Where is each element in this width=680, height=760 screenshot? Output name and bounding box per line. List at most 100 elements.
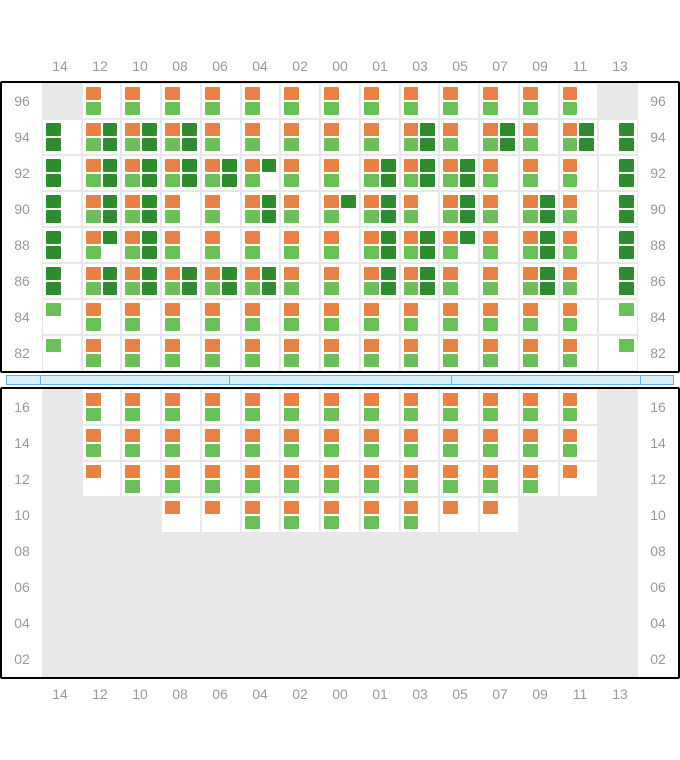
grid-cell[interactable] [241, 461, 281, 497]
grid-cell[interactable] [400, 119, 440, 155]
grid-cell[interactable] [161, 605, 201, 641]
grid-cell[interactable] [42, 605, 82, 641]
grid-cell[interactable] [241, 641, 281, 677]
grid-cell[interactable] [161, 299, 201, 335]
grid-cell[interactable] [320, 119, 360, 155]
grid-cell[interactable] [82, 641, 122, 677]
grid-cell[interactable] [320, 227, 360, 263]
grid-cell[interactable] [519, 155, 559, 191]
grid-cell[interactable] [280, 389, 320, 425]
grid-cell[interactable] [82, 425, 122, 461]
grid-cell[interactable] [598, 461, 638, 497]
grid-cell[interactable] [201, 569, 241, 605]
grid-cell[interactable] [42, 641, 82, 677]
grid-cell[interactable] [320, 155, 360, 191]
grid-cell[interactable] [241, 425, 281, 461]
grid-cell[interactable] [559, 569, 599, 605]
grid-cell[interactable] [241, 299, 281, 335]
grid-cell[interactable] [161, 461, 201, 497]
grid-cell[interactable] [82, 83, 122, 119]
grid-cell[interactable] [320, 605, 360, 641]
grid-cell[interactable] [121, 533, 161, 569]
grid-cell[interactable] [201, 605, 241, 641]
grid-cell[interactable] [519, 533, 559, 569]
grid-cell[interactable] [598, 263, 638, 299]
grid-cell[interactable] [161, 227, 201, 263]
grid-cell[interactable] [479, 641, 519, 677]
grid-cell[interactable] [82, 533, 122, 569]
grid-cell[interactable] [439, 299, 479, 335]
grid-cell[interactable] [559, 83, 599, 119]
grid-cell[interactable] [400, 389, 440, 425]
grid-cell[interactable] [42, 83, 82, 119]
grid-cell[interactable] [360, 461, 400, 497]
grid-cell[interactable] [519, 299, 559, 335]
grid-cell[interactable] [241, 533, 281, 569]
grid-cell[interactable] [360, 425, 400, 461]
grid-cell[interactable] [360, 191, 400, 227]
grid-cell[interactable] [598, 227, 638, 263]
grid-cell[interactable] [519, 119, 559, 155]
grid-cell[interactable] [400, 533, 440, 569]
grid-cell[interactable] [320, 461, 360, 497]
grid-cell[interactable] [201, 191, 241, 227]
grid-cell[interactable] [479, 533, 519, 569]
grid-cell[interactable] [598, 83, 638, 119]
grid-cell[interactable] [121, 155, 161, 191]
grid-cell[interactable] [519, 461, 559, 497]
grid-cell[interactable] [439, 119, 479, 155]
grid-cell[interactable] [519, 569, 559, 605]
grid-cell[interactable] [559, 641, 599, 677]
grid-cell[interactable] [519, 497, 559, 533]
grid-cell[interactable] [241, 83, 281, 119]
grid-cell[interactable] [161, 263, 201, 299]
grid-cell[interactable] [519, 641, 559, 677]
grid-cell[interactable] [400, 605, 440, 641]
grid-cell[interactable] [479, 227, 519, 263]
grid-cell[interactable] [598, 569, 638, 605]
grid-cell[interactable] [82, 335, 122, 371]
grid-cell[interactable] [559, 425, 599, 461]
grid-cell[interactable] [241, 497, 281, 533]
grid-cell[interactable] [280, 641, 320, 677]
grid-cell[interactable] [201, 389, 241, 425]
grid-cell[interactable] [121, 299, 161, 335]
grid-cell[interactable] [559, 533, 599, 569]
grid-cell[interactable] [121, 569, 161, 605]
grid-cell[interactable] [439, 497, 479, 533]
grid-cell[interactable] [320, 335, 360, 371]
grid-cell[interactable] [201, 299, 241, 335]
grid-cell[interactable] [400, 227, 440, 263]
grid-cell[interactable] [121, 335, 161, 371]
grid-cell[interactable] [598, 335, 638, 371]
grid-cell[interactable] [42, 155, 82, 191]
grid-cell[interactable] [479, 389, 519, 425]
grid-cell[interactable] [280, 119, 320, 155]
grid-cell[interactable] [280, 227, 320, 263]
grid-cell[interactable] [439, 389, 479, 425]
grid-cell[interactable] [161, 119, 201, 155]
grid-cell[interactable] [241, 263, 281, 299]
grid-cell[interactable] [280, 461, 320, 497]
grid-cell[interactable] [360, 497, 400, 533]
grid-cell[interactable] [280, 425, 320, 461]
grid-cell[interactable] [400, 299, 440, 335]
grid-cell[interactable] [121, 227, 161, 263]
grid-cell[interactable] [280, 299, 320, 335]
grid-cell[interactable] [360, 533, 400, 569]
grid-cell[interactable] [439, 227, 479, 263]
grid-cell[interactable] [82, 119, 122, 155]
grid-cell[interactable] [241, 569, 281, 605]
grid-cell[interactable] [320, 533, 360, 569]
grid-cell[interactable] [400, 83, 440, 119]
grid-cell[interactable] [82, 389, 122, 425]
grid-cell[interactable] [42, 425, 82, 461]
grid-cell[interactable] [479, 497, 519, 533]
grid-cell[interactable] [121, 83, 161, 119]
grid-cell[interactable] [519, 191, 559, 227]
grid-cell[interactable] [161, 83, 201, 119]
grid-cell[interactable] [400, 569, 440, 605]
grid-cell[interactable] [479, 191, 519, 227]
grid-cell[interactable] [82, 569, 122, 605]
grid-cell[interactable] [439, 605, 479, 641]
